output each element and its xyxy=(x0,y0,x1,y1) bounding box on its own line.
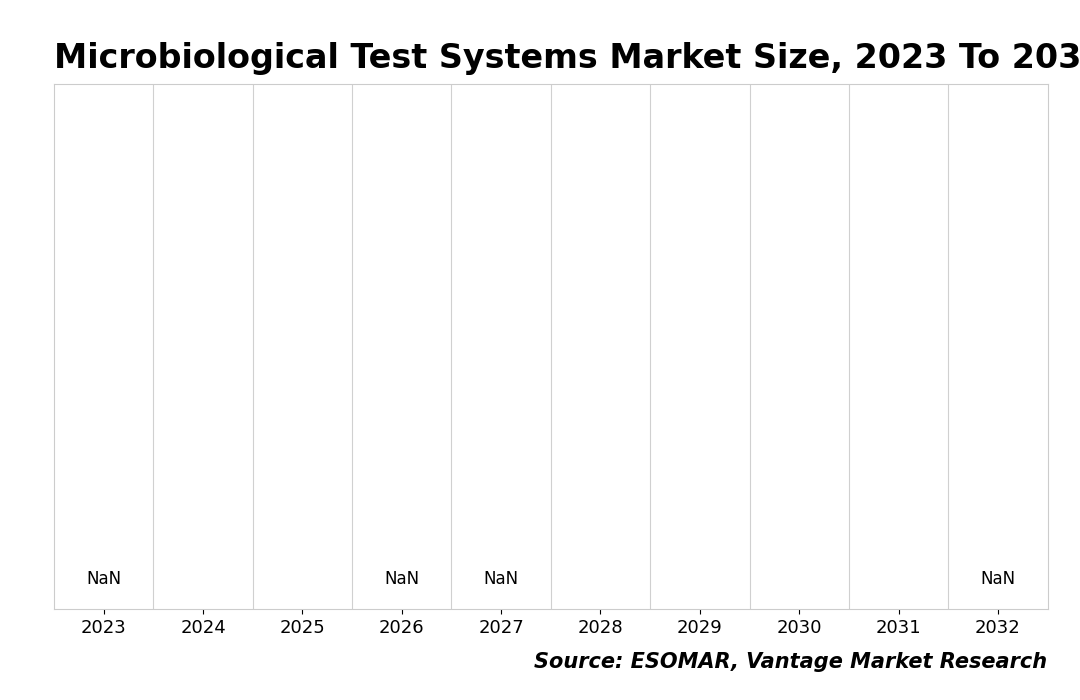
Text: NaN: NaN xyxy=(981,570,1015,588)
Bar xyxy=(650,84,750,609)
Bar xyxy=(750,84,849,609)
Text: NaN: NaN xyxy=(484,570,518,588)
Bar xyxy=(54,84,153,609)
Text: Source: ESOMAR, Vantage Market Research: Source: ESOMAR, Vantage Market Research xyxy=(535,652,1048,672)
Bar xyxy=(849,84,948,609)
Bar xyxy=(948,84,1048,609)
Text: NaN: NaN xyxy=(86,570,121,588)
Bar xyxy=(352,84,451,609)
Bar xyxy=(551,84,650,609)
Text: NaN: NaN xyxy=(384,570,419,588)
Bar xyxy=(451,84,551,609)
Text: Microbiological Test Systems Market Size, 2023 To 2032 (USD Million): Microbiological Test Systems Market Size… xyxy=(54,42,1080,75)
Bar xyxy=(253,84,352,609)
Bar xyxy=(153,84,253,609)
